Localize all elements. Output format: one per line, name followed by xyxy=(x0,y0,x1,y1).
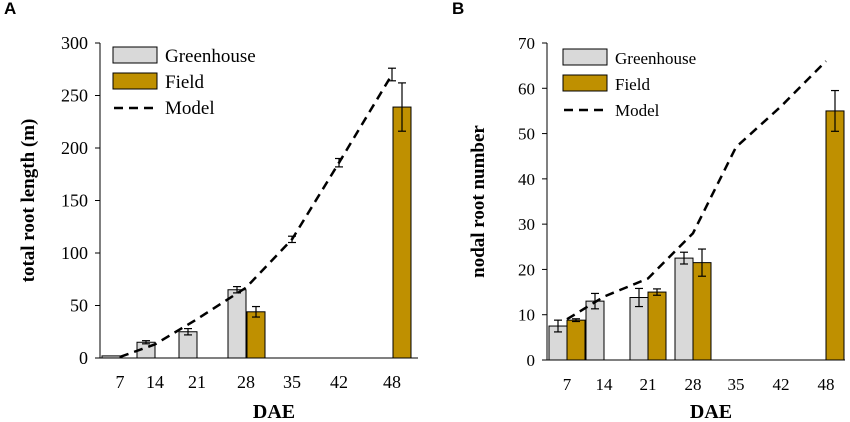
y-tick-label: 50 xyxy=(518,125,535,144)
greenhouse-bar xyxy=(674,257,694,361)
x-tick-label: 48 xyxy=(383,372,401,392)
x-tick-label: 7 xyxy=(563,375,572,394)
y-tick-label: 300 xyxy=(61,33,88,53)
y-tick-label: 40 xyxy=(518,170,535,189)
greenhouse-bar xyxy=(178,331,198,359)
y-axis-title: nodal root number xyxy=(468,125,489,278)
x-tick-label: 28 xyxy=(237,372,255,392)
x-tick-label: 21 xyxy=(188,372,206,392)
y-tick-label: 100 xyxy=(61,243,88,263)
greenhouse-legend-swatch xyxy=(562,48,608,66)
panel-letter-b: B xyxy=(452,0,465,18)
legend-label: Greenhouse xyxy=(615,49,696,68)
field-bar xyxy=(246,311,266,359)
y-tick-label: 10 xyxy=(518,306,535,325)
legend-label: Model xyxy=(615,101,660,120)
field-bar xyxy=(825,110,845,361)
field-legend-swatch xyxy=(562,74,608,92)
greenhouse-bar xyxy=(585,300,605,361)
legend: Greenhouse Field Model xyxy=(112,46,256,119)
legend-label: Model xyxy=(165,98,215,119)
y-tick-label: 20 xyxy=(518,260,535,279)
y-tick-label: 200 xyxy=(61,138,88,158)
y-tick-label: 150 xyxy=(61,191,88,211)
x-tick-label: 14 xyxy=(596,375,614,394)
x-tick-label: 28 xyxy=(685,375,702,394)
panel-letter-a: A xyxy=(4,0,17,18)
field-legend-swatch xyxy=(112,72,158,90)
greenhouse-bar xyxy=(227,289,247,359)
x-axis-title: DAE xyxy=(253,401,295,422)
x-axis-title: DAE xyxy=(690,401,732,422)
legend: Greenhouse Field Model xyxy=(562,48,696,120)
greenhouse-legend-swatch xyxy=(112,46,158,64)
x-tick-label: 42 xyxy=(330,372,348,392)
greenhouse-bar xyxy=(101,355,121,359)
legend-label: Greenhouse xyxy=(165,46,256,67)
chart-panel-b: 0 10 20 30 40 50 60 70 7 14 21 28 35 42 48 DAE nodal roo… xyxy=(468,34,845,422)
y-tick-label: 60 xyxy=(518,79,535,98)
legend-label: Field xyxy=(615,75,650,94)
x-tick-label: 7 xyxy=(116,372,125,392)
x-tick-label: 14 xyxy=(146,372,164,392)
y-tick-label: 50 xyxy=(70,296,88,316)
x-tick-label: 35 xyxy=(728,375,745,394)
x-tick-label: 48 xyxy=(818,375,835,394)
field-bar xyxy=(392,106,412,359)
chart-panel-a: 0 50 100 150 200 250 300 7 14 21 28 35 42 48 DAE total … xyxy=(18,33,418,422)
x-tick-label: 42 xyxy=(773,375,790,394)
y-tick-label: 0 xyxy=(79,348,88,368)
y-tick-label: 70 xyxy=(518,34,535,53)
x-tick-label: 35 xyxy=(283,372,301,392)
field-bar xyxy=(647,291,667,361)
field-bar xyxy=(566,319,586,361)
model-line xyxy=(566,60,827,321)
y-tick-label: 30 xyxy=(518,215,535,234)
field-bar xyxy=(692,262,712,361)
y-tick-label: 250 xyxy=(61,86,88,106)
x-tick-label: 21 xyxy=(640,375,657,394)
y-axis-title: total root length (m) xyxy=(18,119,39,283)
y-tick-label: 0 xyxy=(527,351,536,370)
legend-label: Field xyxy=(165,72,205,93)
